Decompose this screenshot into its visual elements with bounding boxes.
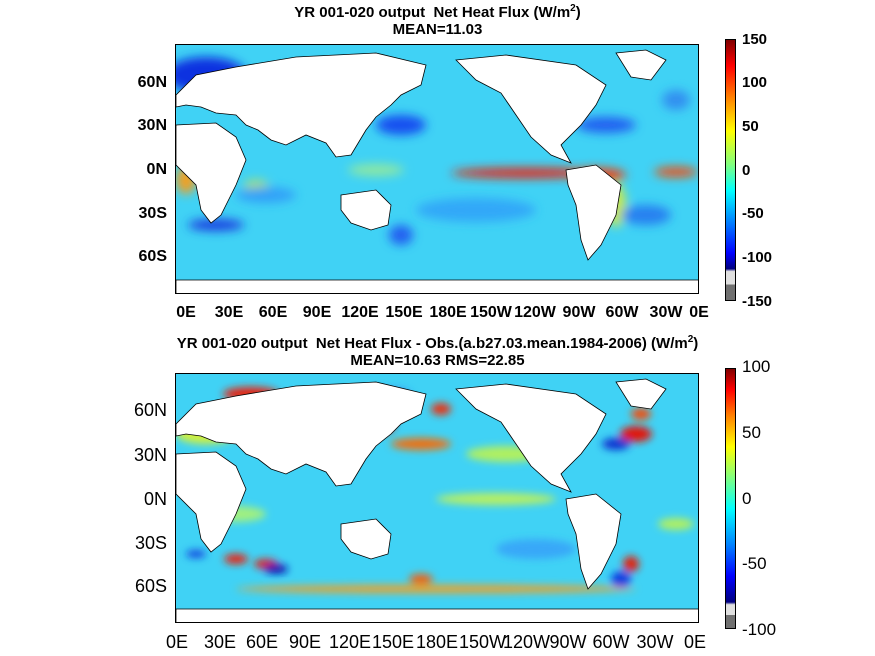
panel1-x-tick: 150E — [385, 304, 423, 321]
panel2-colorbar-tick: 100 — [742, 357, 771, 376]
panel2-x-tick: 150E — [371, 632, 415, 652]
panel2-x-tick: 150W — [459, 632, 507, 652]
panel1-heatmap — [176, 45, 698, 293]
panel1-x-tick: 90E — [302, 304, 332, 321]
panel1-colorbar — [725, 39, 736, 301]
panel2-y-tick: 30S — [134, 533, 167, 553]
panel2-colorbar — [725, 368, 736, 629]
panel2-colorbar-tick: -100 — [742, 620, 777, 639]
panel2-x-tick: 90W — [549, 632, 587, 652]
panel1-y-tick: 60S — [138, 248, 167, 265]
panel1-x-tick: 0E — [176, 304, 196, 321]
panel2-y-tick: 0N — [143, 489, 167, 509]
panel2-x-tick: 60E — [245, 632, 279, 652]
panel1-x-tick: 0E — [689, 304, 709, 321]
panel2-colorbar-tick: -50 — [742, 554, 767, 573]
panel1-colorbar-tick: -100 — [742, 249, 773, 266]
panel1-title-line2: MEAN=11.03 — [392, 21, 483, 38]
panel2-colorbar-tick: 50 — [742, 423, 761, 442]
panel2-x-tick: 30E — [203, 632, 237, 652]
panel1-colorbar-tick: 50 — [742, 118, 759, 135]
panel2-heatmap — [176, 374, 698, 622]
panel1-x-tick: 90W — [562, 304, 596, 321]
panel1-title-line1: YR 001-020 output Net Heat Flux (W/m2) — [294, 3, 581, 21]
panel1-x-tick: 120E — [341, 304, 379, 321]
panel1-x-tick: 60W — [605, 304, 639, 321]
panel2-y-tick: 60N — [133, 400, 167, 420]
panel1-y-tick: 60N — [137, 74, 167, 91]
panel2-x-tick: 0E — [165, 632, 189, 652]
panel2-colorbar-tick: 0 — [742, 489, 752, 508]
panel2-x-tick: 60W — [592, 632, 630, 652]
panel2-map — [175, 373, 699, 623]
panel1-x-tick: 150W — [470, 304, 512, 321]
panel1-y-tick: 30N — [137, 117, 167, 134]
panel1-y-tick: 30S — [138, 205, 167, 222]
panel1-x-tick: 30E — [214, 304, 244, 321]
panel2-x-tick: 90E — [288, 632, 322, 652]
panel1-x-tick: 180E — [429, 304, 467, 321]
panel1-colorbar-tick: 100 — [742, 74, 768, 91]
panel1-colorbar-tick: -150 — [742, 293, 773, 310]
panel2-x-tick: 30W — [636, 632, 674, 652]
panel1-x-tick: 120W — [514, 304, 556, 321]
panel1-colorbar-tick: 150 — [742, 31, 768, 48]
panel2-x-tick: 0E — [683, 632, 707, 652]
panel2-title-line2: MEAN=10.63 RMS=22.85 — [350, 352, 525, 369]
panel1-x-tick: 60E — [258, 304, 288, 321]
panel1-x-tick: 30W — [649, 304, 683, 321]
panel1-colorbar-tick: -50 — [742, 205, 764, 222]
panel2-y-tick: 30N — [133, 445, 167, 465]
panel2-x-tick: 120E — [328, 632, 372, 652]
panel2-x-tick: 180E — [415, 632, 459, 652]
panel1-colorbar-tick: 0 — [742, 162, 751, 179]
panel1-map — [175, 44, 699, 294]
panel1-y-tick: 0N — [146, 161, 167, 178]
panel2-x-tick: 120W — [503, 632, 551, 652]
panel2-title-line1: YR 001-020 output Net Heat Flux - Obs.(a… — [176, 334, 699, 352]
panel2-y-tick: 60S — [134, 576, 167, 596]
